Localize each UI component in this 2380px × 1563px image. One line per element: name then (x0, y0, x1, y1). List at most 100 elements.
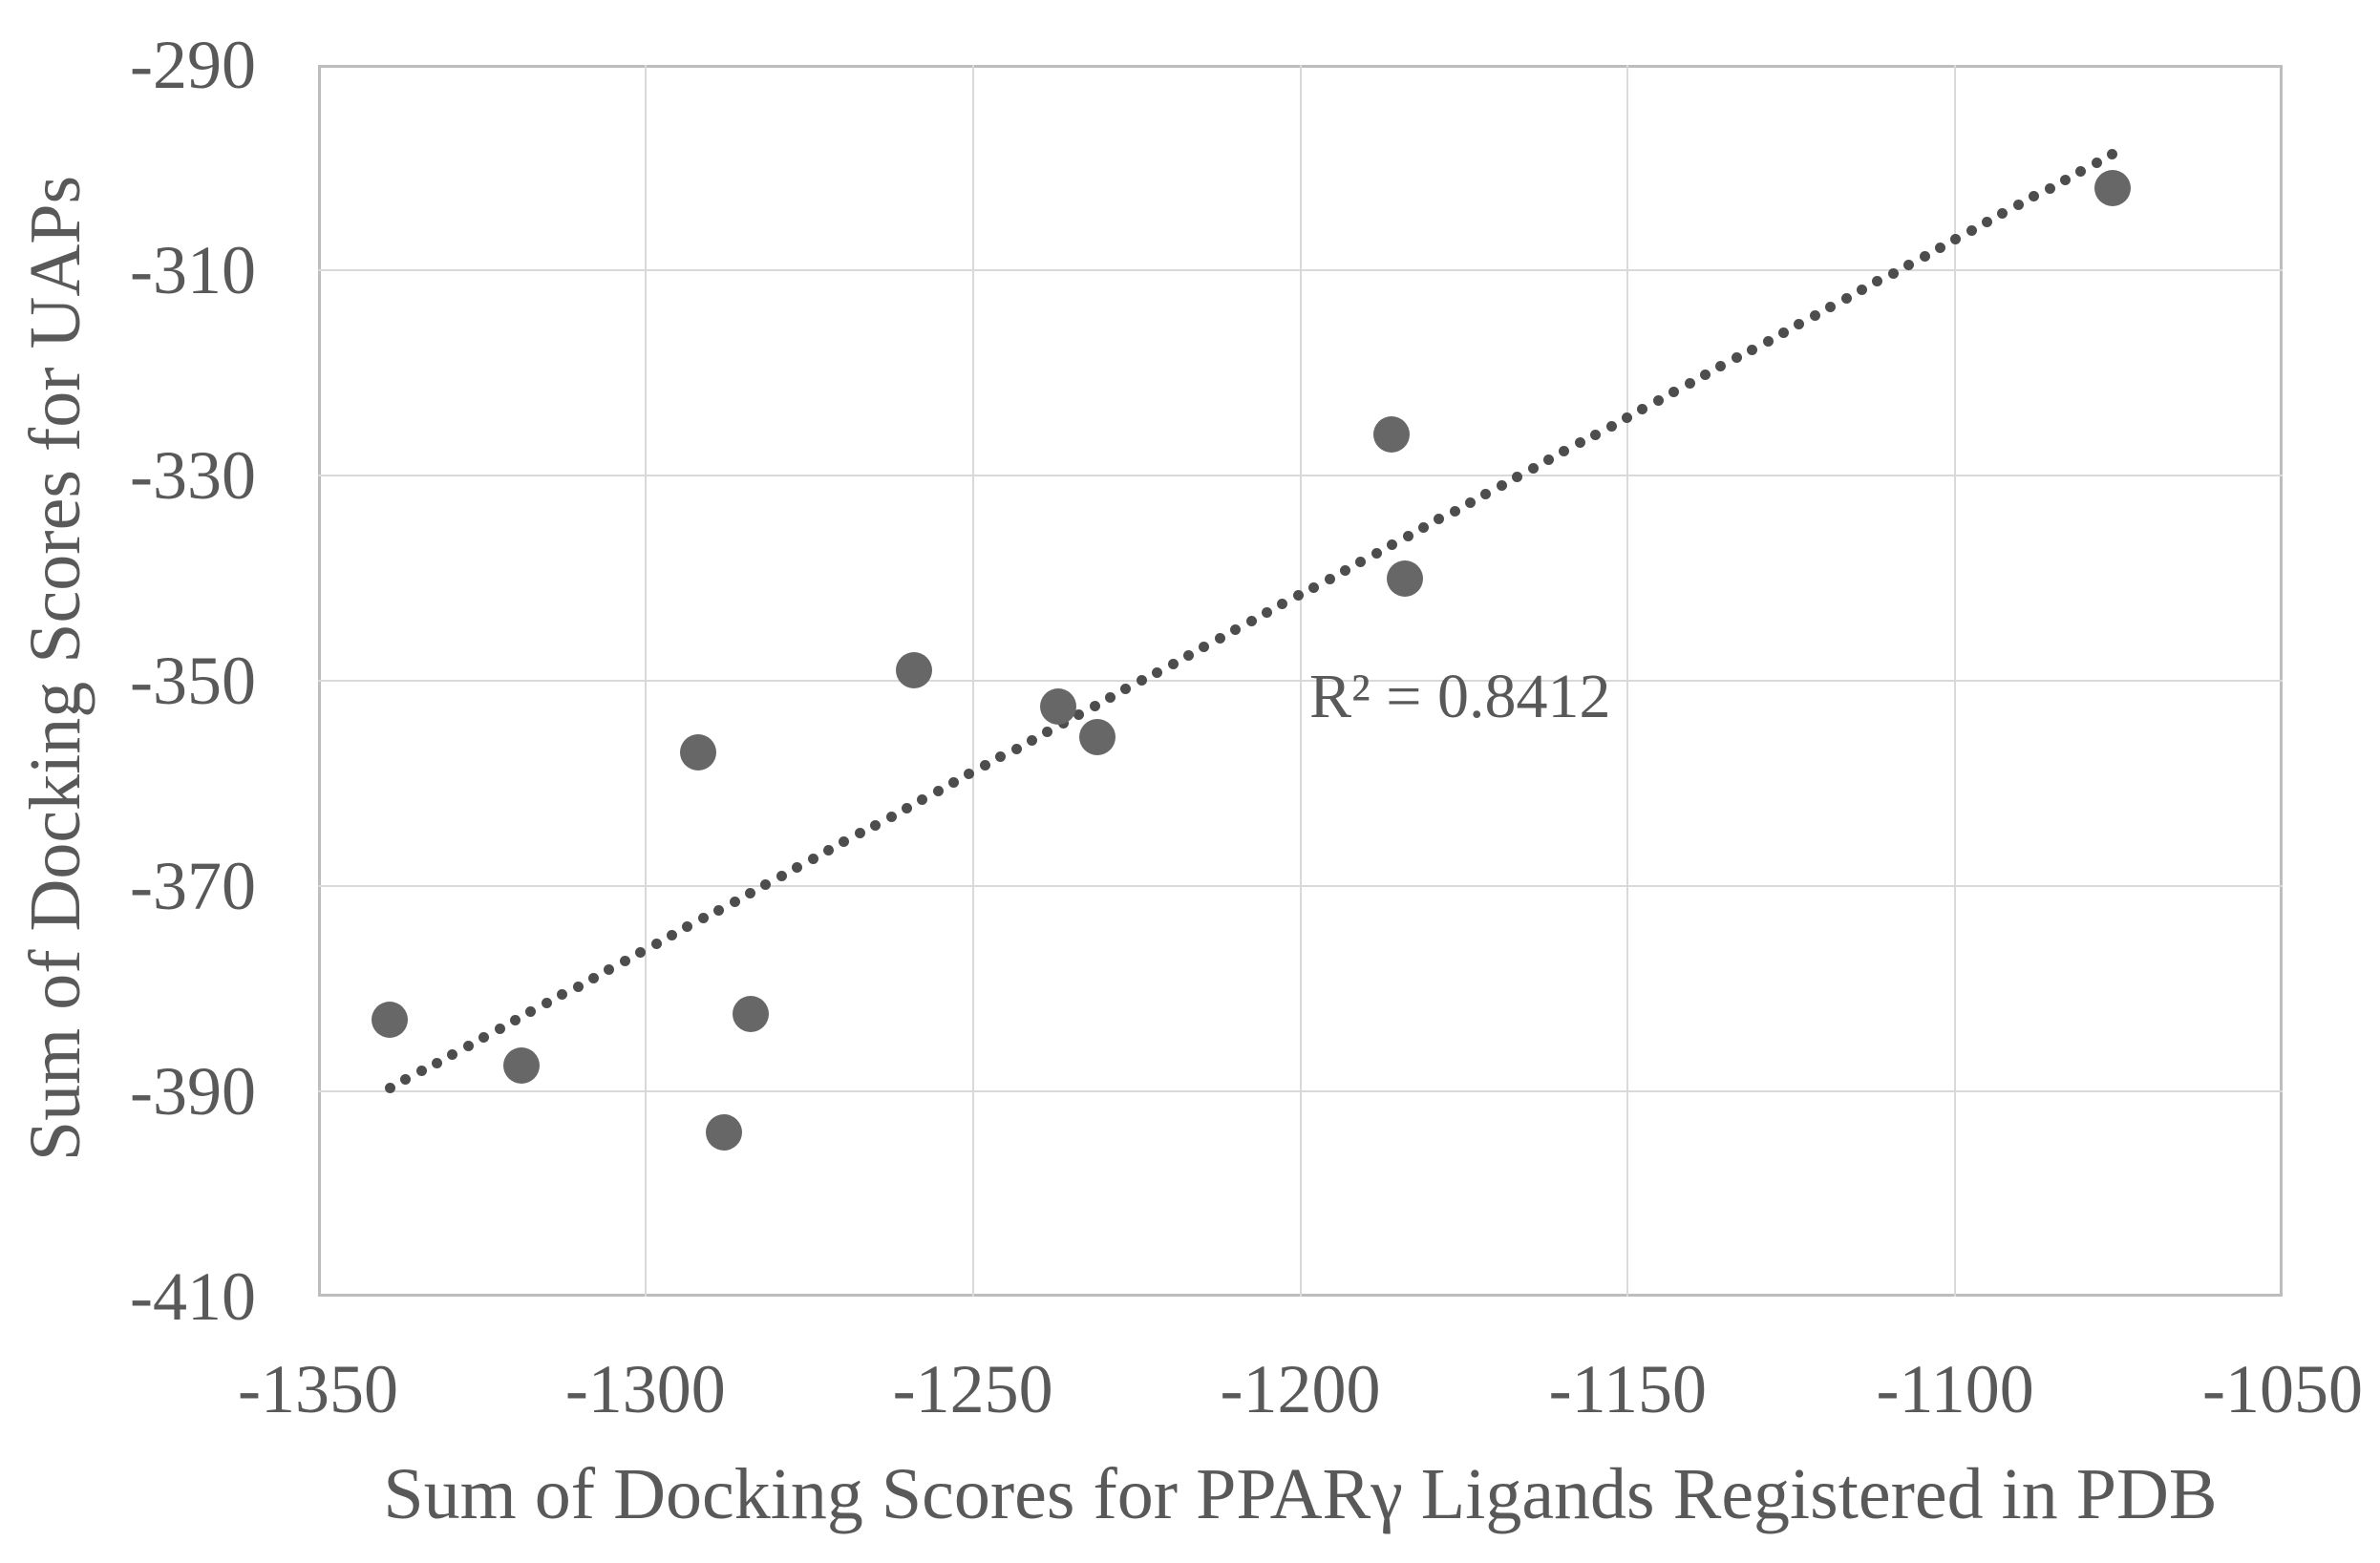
trendline-dot (776, 870, 787, 881)
trendline-dot (400, 1074, 412, 1086)
trendline-dot (697, 913, 709, 924)
data-point (372, 1001, 409, 1038)
horizontal-gridline (318, 269, 2283, 271)
trendline-dot (822, 845, 834, 856)
trendline-dot (917, 793, 928, 805)
trendline-dot (604, 963, 615, 975)
trendline-dot (1324, 573, 1335, 584)
trendline-dot (1120, 684, 1132, 695)
trendline-dot (2107, 149, 2118, 160)
trendline-dot (1136, 675, 1147, 686)
trendline-dot (870, 819, 882, 831)
y-tick-label: -290 (130, 27, 256, 103)
trendline-dot (2060, 174, 2072, 185)
trendline-dot (901, 802, 912, 813)
trendline-dot (415, 1066, 427, 1077)
trendline-dot (1715, 361, 1727, 372)
x-tick-label: -1350 (238, 1351, 398, 1427)
trendline-dot (1073, 708, 1085, 720)
x-tick-label: -1300 (564, 1351, 726, 1427)
trendline-dot (1840, 293, 1852, 305)
y-tick-label: -390 (130, 1053, 256, 1130)
trendline-dot (1590, 429, 1602, 440)
horizontal-gridline (318, 475, 2283, 476)
trendline-dot (1934, 242, 1945, 253)
trendline-dot (1856, 285, 1867, 296)
trendline-dot (510, 1015, 521, 1026)
trendline-dot (1042, 726, 1053, 737)
trendline-dot (432, 1057, 443, 1068)
trendline-dot (1887, 267, 1899, 279)
trendline-dot (948, 777, 960, 789)
trendline-dot (1762, 335, 1774, 347)
trendline-dot (1809, 309, 1820, 321)
trendline-dot (1950, 233, 1962, 244)
trendline-dot (1919, 250, 1930, 262)
data-point (706, 1114, 743, 1151)
trendline-dot (1449, 505, 1460, 517)
x-tick-label: -1150 (1548, 1351, 1707, 1427)
trendline-dot (650, 939, 662, 950)
trendline-dot (1245, 616, 1257, 627)
trendline-dot (979, 760, 990, 771)
trendline-dot (1622, 412, 1633, 423)
trendline-dot (1261, 607, 1272, 619)
y-axis-title-text: Sum of Docking Scores for UAPs (15, 175, 96, 1162)
trendline-dot (1605, 420, 1617, 432)
data-point (679, 734, 716, 771)
data-point (1078, 719, 1116, 756)
trendline-dot (1480, 488, 1492, 499)
trendline-dot (1371, 548, 1382, 559)
trendline-dot (932, 786, 944, 796)
trendline-dot (1214, 632, 1225, 644)
y-tick-label: -370 (130, 848, 256, 924)
x-tick-label: -1100 (1876, 1351, 2034, 1427)
trendline-dot (807, 854, 818, 865)
trendline-dot (572, 981, 584, 992)
x-tick-label: -1250 (892, 1351, 1053, 1427)
horizontal-gridline (318, 680, 2283, 682)
trendline-dot (1574, 437, 1585, 449)
trendline-dot (1277, 599, 1288, 610)
data-point (895, 652, 932, 689)
y-tick-label: -330 (130, 437, 256, 514)
x-tick-label: -1200 (1220, 1351, 1381, 1427)
trendline-dot (1637, 403, 1648, 414)
trendline-dot (1512, 471, 1523, 482)
data-point (1387, 560, 1424, 597)
trendline-dot (1167, 658, 1179, 669)
trendline-dot (760, 878, 772, 890)
trendline-dot (1089, 701, 1100, 712)
trendline-dot (682, 921, 693, 933)
trendline-dot (447, 1048, 458, 1060)
trendline-dot (1105, 692, 1116, 704)
trendline-dot (1559, 446, 1570, 457)
trendline-dot (1777, 327, 1789, 338)
trendline-dot (1699, 370, 1711, 381)
data-point (732, 996, 769, 1033)
y-tick-label: -350 (130, 643, 256, 719)
trendline-dot (2044, 182, 2055, 194)
trendline-dot (1465, 496, 1477, 508)
trendline-dot (1292, 590, 1304, 602)
trendline-dot (1152, 666, 1163, 678)
y-tick-label: -410 (130, 1258, 256, 1335)
trendline-dot (525, 1006, 537, 1018)
trendline-dot (635, 946, 647, 958)
trendline-dot (1339, 564, 1350, 576)
trendline-dot (1355, 556, 1367, 567)
trendline-dot (1872, 276, 1883, 287)
trendline-dot (1794, 318, 1805, 329)
trendline-dot (1966, 225, 1977, 237)
trendline-dot (1982, 217, 1993, 228)
trendline-dot (557, 989, 568, 1001)
trendline-dot (854, 828, 865, 839)
data-point (502, 1047, 540, 1085)
trendline-dot (1668, 387, 1680, 398)
trendline-dot (995, 751, 1007, 763)
trendline-dot (2075, 165, 2087, 177)
trendline-dot (1199, 641, 1210, 652)
trendline-dot (1825, 302, 1837, 313)
trendline-dot (667, 930, 677, 941)
